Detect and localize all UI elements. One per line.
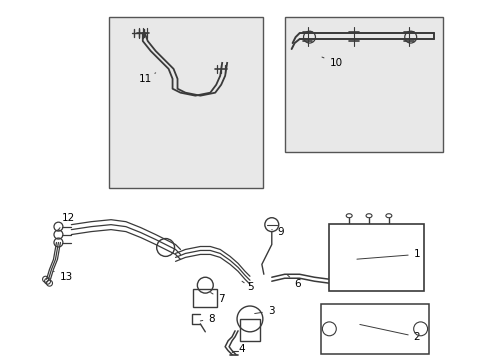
Text: 5: 5 xyxy=(242,281,253,292)
Bar xyxy=(240,319,259,341)
Bar xyxy=(193,289,217,307)
Text: 7: 7 xyxy=(210,293,224,304)
Text: 10: 10 xyxy=(321,57,342,68)
Bar xyxy=(328,224,423,291)
Text: 3: 3 xyxy=(254,306,274,316)
Text: 8: 8 xyxy=(200,314,214,324)
Text: 9: 9 xyxy=(271,226,284,237)
Bar xyxy=(321,304,427,354)
Bar xyxy=(109,17,263,188)
Text: 1: 1 xyxy=(356,249,420,260)
Text: 2: 2 xyxy=(359,324,420,342)
Text: 6: 6 xyxy=(287,275,301,289)
Text: 12: 12 xyxy=(59,213,75,230)
Text: 4: 4 xyxy=(232,344,244,354)
Text: 11: 11 xyxy=(139,73,155,84)
Text: 13: 13 xyxy=(53,271,73,282)
Bar xyxy=(284,17,443,152)
